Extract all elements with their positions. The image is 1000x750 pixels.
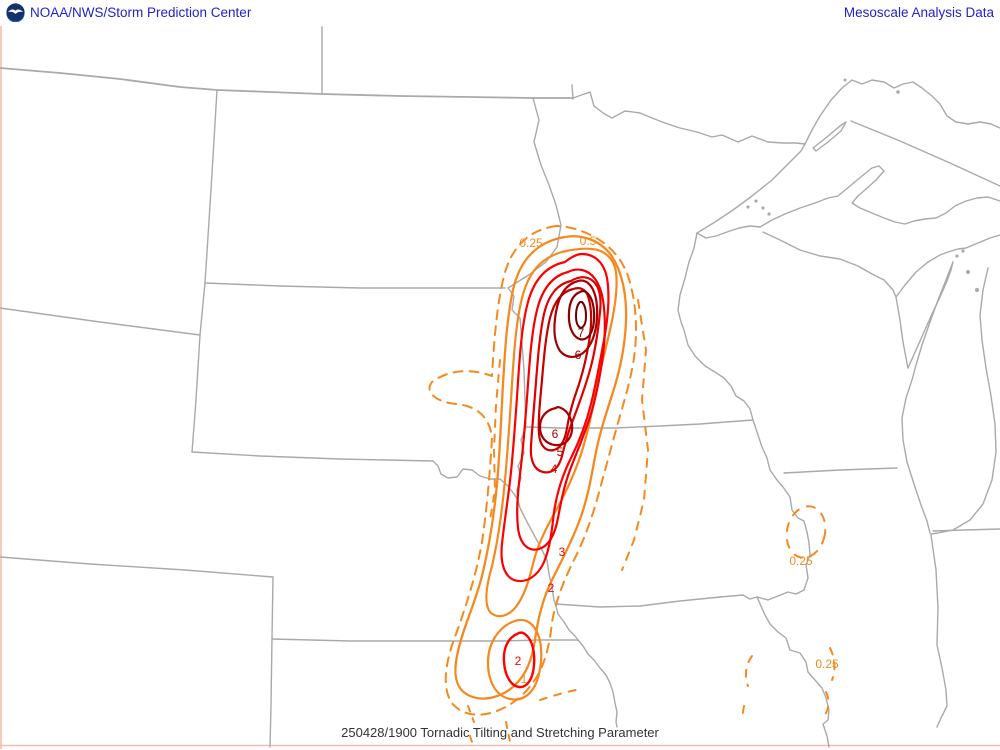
- contour-0-5: [454, 235, 628, 700]
- sd-ne-missouri-river: [191, 451, 618, 728]
- lake-superior-south-shore: [696, 165, 1000, 239]
- contour-label: 0.25: [815, 657, 839, 671]
- contour-label: 0.25: [519, 236, 543, 250]
- il-in-border: [930, 534, 948, 728]
- border-104w: [191, 89, 218, 453]
- site-title: NOAA/NWS/Storm Prediction Center: [30, 5, 252, 20]
- contour-labels: 0.25 0.5 7 6 6 5 4 3 2 2 1 0.25 0.25: [515, 234, 839, 686]
- ia-mo-border: [555, 594, 758, 608]
- contour-label: 6: [575, 348, 582, 362]
- canada-border: [0, 67, 574, 99]
- red-river-border: [507, 97, 562, 289]
- mi-in-border: [932, 528, 1000, 532]
- canada-border-mn: [572, 91, 806, 145]
- contour-label: 0.5: [580, 234, 597, 248]
- upper-peninsula-shore: [947, 234, 1000, 253]
- contour-4: [529, 276, 602, 474]
- lake-michigan-west-shore: [901, 261, 954, 534]
- mt-wy-border: [0, 307, 201, 336]
- co-border-102w: [269, 576, 274, 748]
- section-title: Mesoscale Analysis Data: [843, 5, 994, 20]
- contour-0-25-illinois-south: [741, 647, 836, 719]
- contour-label: 4: [551, 462, 558, 476]
- wi-il-border: [783, 467, 898, 474]
- contour-field: [428, 225, 836, 746]
- contour-label: 5: [557, 445, 564, 459]
- mn-ia-border: [525, 419, 754, 429]
- contour-5: [537, 287, 593, 452]
- contour-7: [567, 289, 596, 341]
- contour-0-25-fragment-west: [489, 359, 501, 521]
- contour-0-25-fragment-east: [621, 299, 649, 571]
- wi-mi-border: [762, 231, 897, 298]
- contour-0-25: [428, 225, 637, 716]
- state-borders: [0, 26, 1000, 748]
- ne-ks-border: [271, 638, 579, 642]
- contour-7-core: [575, 301, 587, 329]
- mississippi-river-border: [677, 232, 811, 601]
- contour-0-25-fragment-bottom: [467, 705, 511, 746]
- page-header: NOAA/NWS/Storm Prediction Center Mesosca…: [0, 0, 1000, 26]
- lake-superior-boundary-line: [850, 120, 1000, 187]
- border-41n: [0, 556, 274, 578]
- contour-label: 6: [552, 427, 559, 441]
- contour-2-south: [502, 631, 536, 689]
- mississippi-river-lower: [756, 596, 830, 748]
- contour-2-north: [500, 252, 610, 583]
- contour-3: [516, 268, 606, 551]
- contour-label: 1: [521, 672, 528, 686]
- contour-label: 0.25: [789, 554, 813, 568]
- contour-label: 3: [559, 545, 566, 559]
- lake-superior-canada-shore: [804, 79, 1000, 145]
- contour-0-25-illinois-north: [785, 505, 827, 559]
- contour-label: 2: [515, 654, 522, 668]
- lake-superior-nw-shore: [696, 143, 806, 234]
- contour-0-25-fragment-south: [539, 688, 581, 701]
- contour-6-middle: [538, 406, 574, 447]
- noaa-logo-icon: [6, 3, 25, 22]
- contour-6-north: [553, 279, 599, 358]
- contour-label: 2: [548, 581, 555, 595]
- isle-royale: [812, 121, 847, 152]
- nd-sd-border: [204, 282, 506, 289]
- contour-1-south: [486, 618, 543, 701]
- map-caption: 250428/1900 Tornadic Tilting and Stretch…: [341, 725, 659, 740]
- green-bay-west-shore: [895, 251, 949, 369]
- islands: [746, 78, 979, 292]
- map-frame: [0, 26, 1000, 749]
- contour-label: 7: [578, 326, 585, 340]
- nw-angle: [571, 84, 574, 100]
- contour-1-north: [485, 247, 618, 618]
- lake-michigan-east-shore: [930, 267, 997, 535]
